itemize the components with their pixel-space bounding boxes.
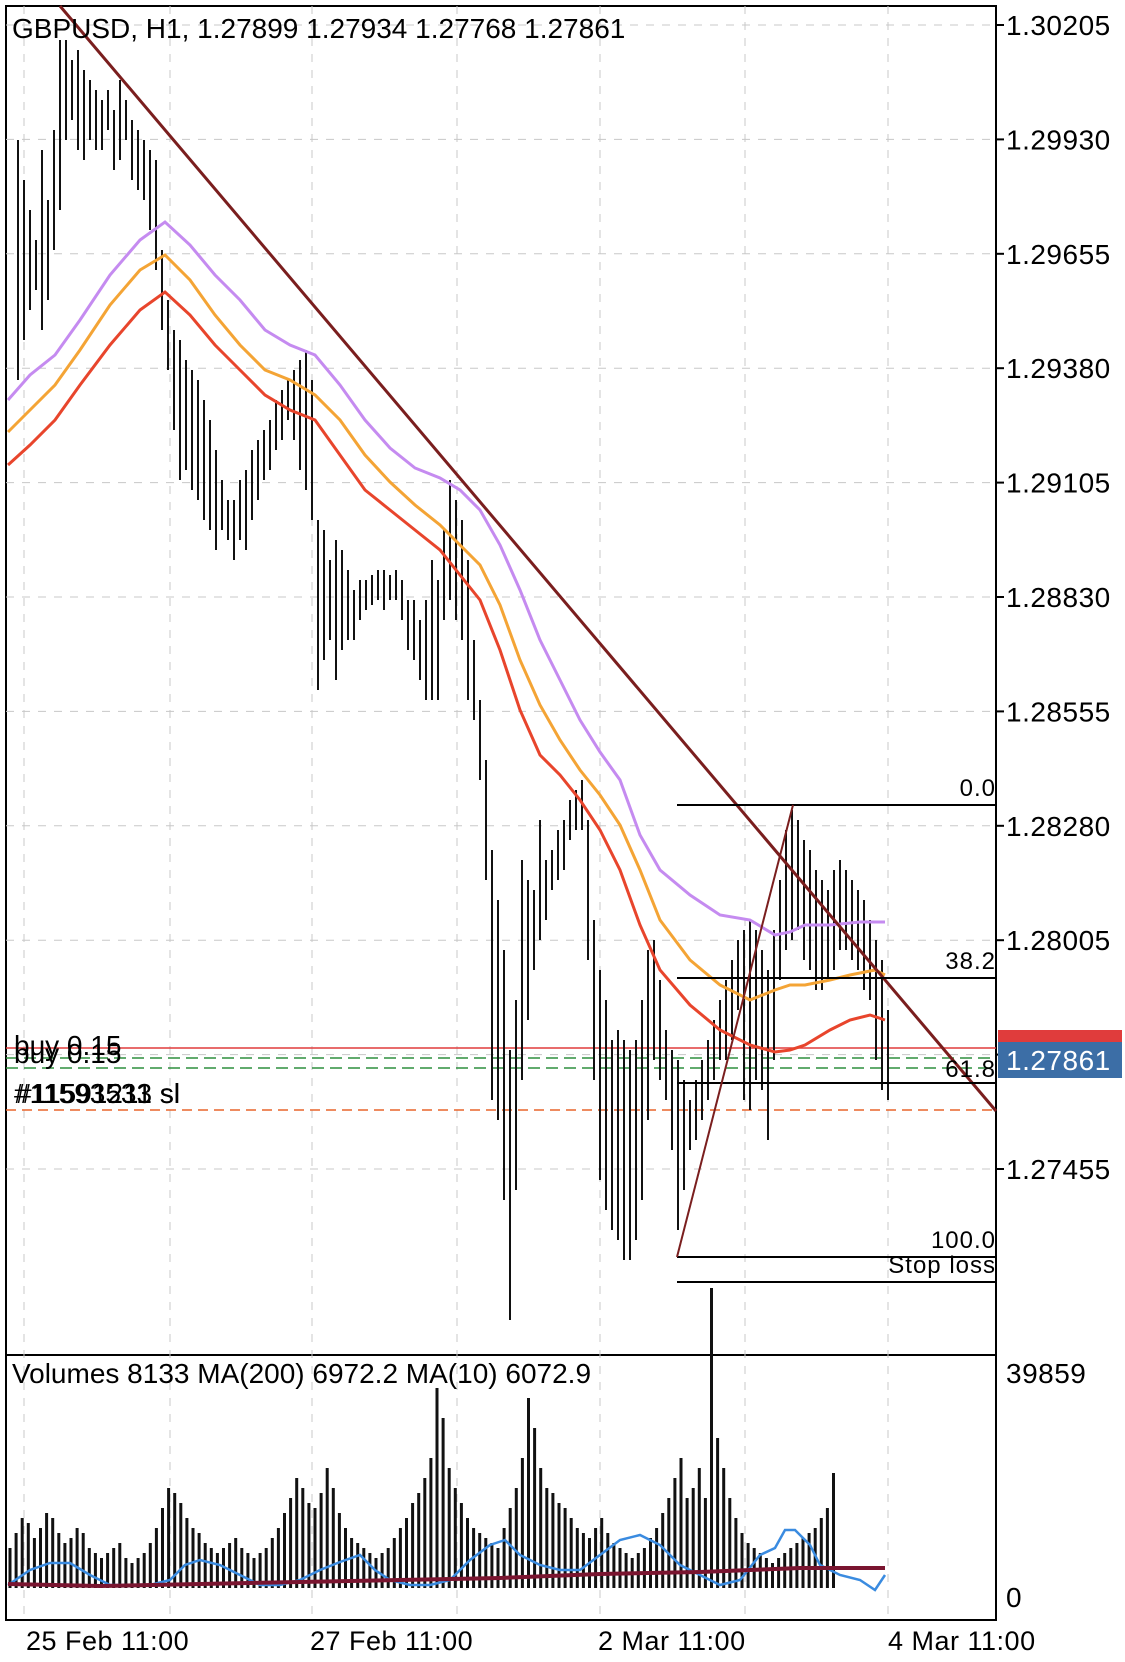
- ma-mid-line[interactable]: [6, 253, 886, 1002]
- volume-axis-bottom: 0: [1006, 1582, 1022, 1613]
- ohlc-bars: [17, 40, 889, 1320]
- price-tick-label-6: 1.28555: [1006, 696, 1111, 727]
- volume-bars: [8, 1288, 835, 1588]
- price-tick-label-7: 1.28280: [1006, 811, 1111, 842]
- price-tick-label-10: 1.27455: [1006, 1154, 1111, 1185]
- volume-axis-top: 39859: [1006, 1358, 1086, 1389]
- fibonacci-retracement[interactable]: 0.0 38.2 61.8 100.0 Stop loss: [676, 775, 996, 1283]
- price-tick-label-3: 1.29380: [1006, 353, 1111, 384]
- symbol-header: GBPUSD, H1, 1.27899 1.27934 1.27768 1.27…: [12, 13, 625, 44]
- volume-ma200-line[interactable]: [7, 1566, 885, 1589]
- price-tick-label-2: 1.29655: [1006, 239, 1111, 270]
- fib-label-61: 61.8: [945, 1056, 996, 1083]
- buy-label-1[interactable]: buy 0.15: [14, 1030, 121, 1061]
- buy-label-2[interactable]: buy 0.15: [14, 1038, 121, 1069]
- fib-label-38: 38.2: [945, 948, 996, 975]
- time-label-2: 27 Feb 11:00: [310, 1626, 473, 1656]
- price-tick-label-8: 1.28005: [1006, 925, 1111, 956]
- grid-lines: [6, 6, 996, 1620]
- current-price-label: 1.27861: [1006, 1045, 1111, 1076]
- fib-label-0: 0.0: [960, 775, 996, 802]
- volume-ma10-line[interactable]: [7, 1528, 887, 1592]
- price-tick-label-0: 1.30205: [1006, 10, 1111, 41]
- fib-label-stop-loss: Stop loss: [888, 1252, 996, 1279]
- ma-fast-line[interactable]: [6, 290, 886, 1054]
- volume-header: Volumes 8133 MA(200) 6972.2 MA(10) 6072.…: [12, 1358, 591, 1389]
- descending-trendline[interactable]: [58, 5, 998, 1112]
- time-label-4: 4 Mar 11:00: [888, 1626, 1036, 1656]
- time-label-1: 25 Feb 11:00: [26, 1626, 189, 1656]
- time-label-3: 2 Mar 11:00: [598, 1626, 746, 1656]
- time-axis[interactable]: 25 Feb 11:00 27 Feb 11:00 2 Mar 11:00 4 …: [26, 1626, 1036, 1656]
- fib-label-100: 100.0: [931, 1227, 996, 1254]
- current-price-tag: [998, 1042, 1122, 1078]
- sl-label-2[interactable]: #11591211 sl: [16, 1078, 180, 1109]
- price-tick-label-1: 1.29930: [1006, 124, 1111, 155]
- fib-anchor-line: [676, 804, 794, 1258]
- sl-label-1[interactable]: #11593533 sl: [14, 1078, 180, 1109]
- ma-slow-line[interactable]: [6, 220, 885, 937]
- trade-lines: [6, 1047, 996, 1111]
- price-tick-label-4: 1.29105: [1006, 468, 1111, 499]
- chart-frame: [5, 5, 997, 1621]
- price-tick-label-5: 1.28830: [1006, 582, 1111, 613]
- price-axis[interactable]: 1.30205 1.29930 1.29655 1.29380 1.29105 1.288…: [996, 10, 1111, 1185]
